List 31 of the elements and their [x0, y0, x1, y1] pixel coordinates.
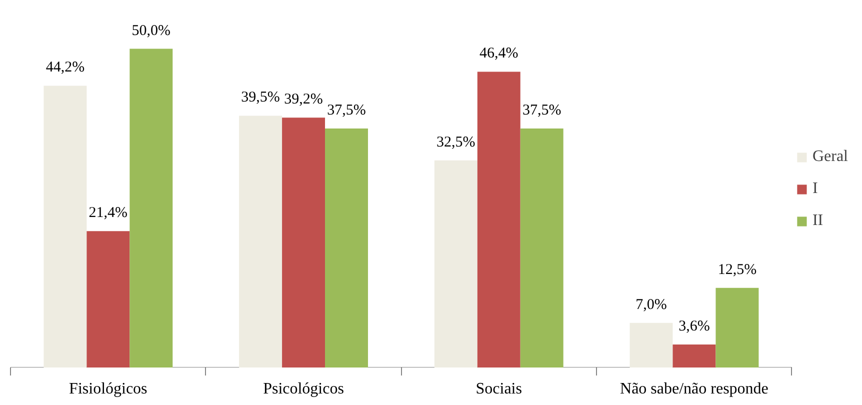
data-label: 39,5% — [241, 90, 280, 106]
data-label: 46,4% — [480, 46, 518, 62]
x-tick-label: Não sabe/não responde — [620, 380, 768, 398]
data-label: 37,5% — [522, 102, 562, 118]
bar — [716, 288, 759, 368]
x-tick-label: Psicológicos — [263, 380, 344, 398]
bar — [520, 128, 564, 368]
bar — [130, 48, 173, 368]
bar — [282, 118, 326, 368]
bar — [86, 231, 130, 368]
data-label: 50,0% — [132, 22, 171, 39]
data-label: 3,6% — [678, 318, 710, 335]
data-label: 32,5% — [436, 134, 476, 150]
bar — [477, 72, 520, 368]
data-label: 21,4% — [88, 205, 128, 222]
data-label: 37,5% — [327, 102, 366, 118]
bar — [239, 116, 282, 368]
x-tick-label: Fisiológicos — [69, 380, 148, 398]
bar — [325, 128, 368, 368]
legend-label: II — [812, 212, 824, 230]
data-label: 7,0% — [636, 296, 667, 313]
bar — [672, 344, 716, 368]
bar — [630, 322, 673, 368]
data-label: 39,2% — [284, 92, 323, 108]
data-label: 12,5% — [718, 262, 757, 278]
legend-label: Geral — [812, 148, 848, 166]
bar — [44, 86, 87, 368]
legend-label: I — [812, 180, 819, 198]
x-tick-label: Sociais — [476, 380, 522, 398]
bar — [434, 160, 478, 368]
data-label: 44,2% — [46, 60, 85, 76]
